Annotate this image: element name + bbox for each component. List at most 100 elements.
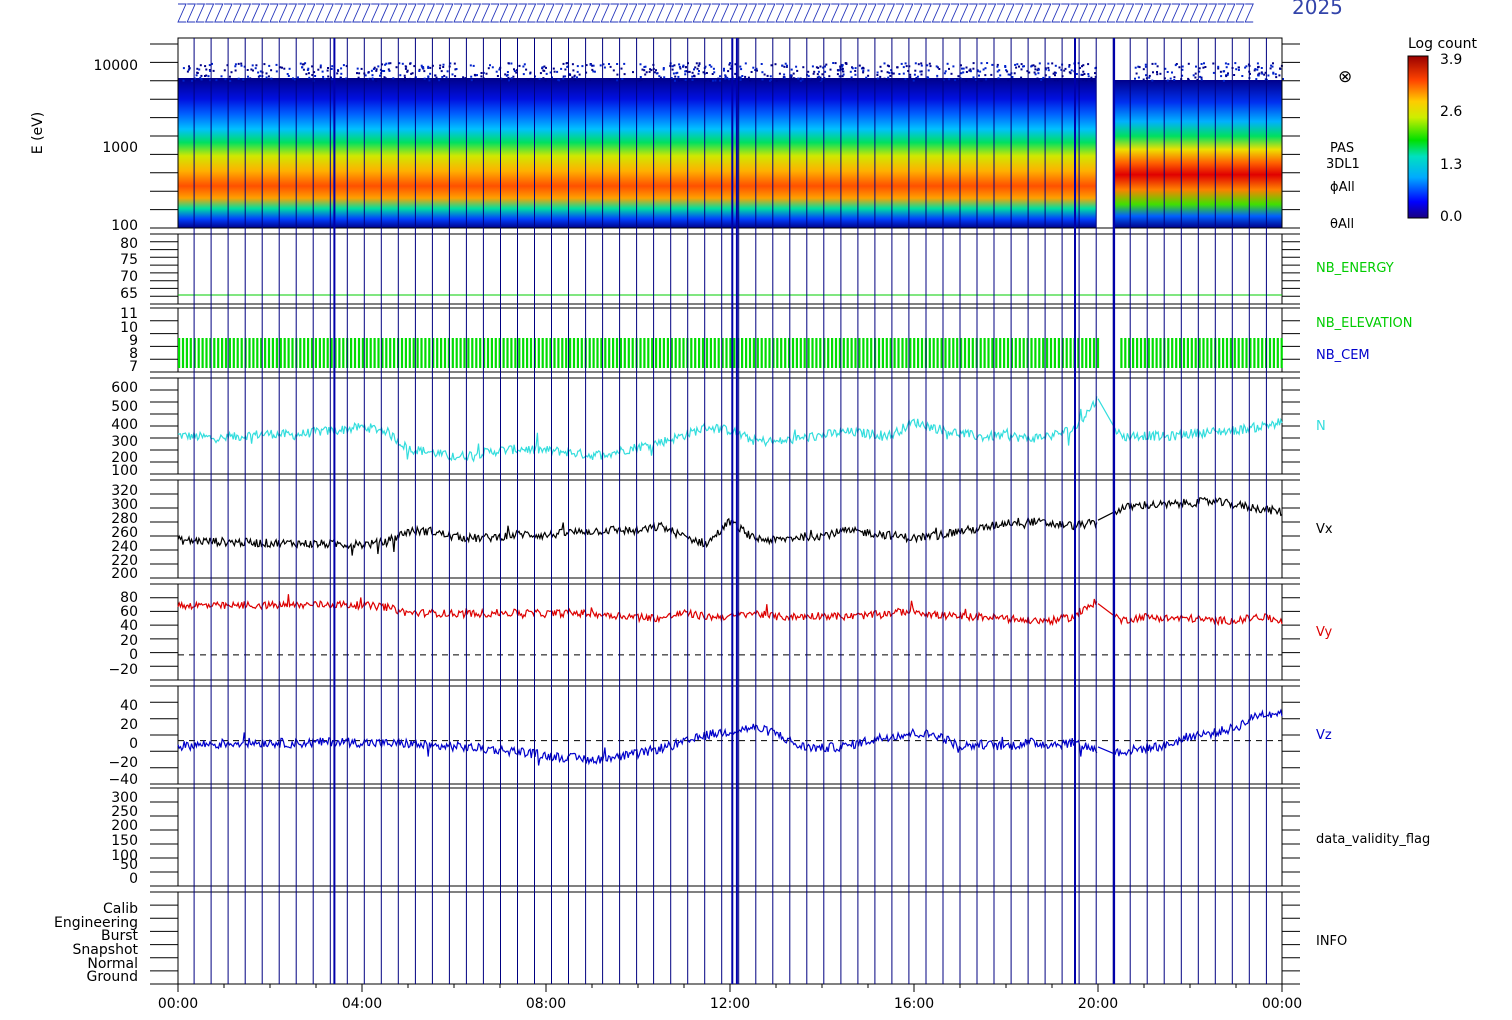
spectrogram-speck [957, 75, 960, 78]
spectrogram-speck [422, 66, 425, 69]
spectrogram-speck [909, 73, 912, 76]
nb-elevation-bar [510, 338, 513, 368]
spectrogram-speck [404, 76, 406, 79]
spectrogram-speck [1227, 63, 1230, 66]
spectrogram-speck [896, 66, 899, 69]
spectrogram-speck [796, 69, 799, 72]
spectrogram-speck [234, 63, 237, 66]
spectrogram-speck [186, 70, 189, 73]
spectrogram-speck [435, 76, 438, 79]
header-diagonal-mark [1097, 3, 1107, 23]
spectrogram-speck [427, 65, 430, 68]
spectrogram-speck [1220, 75, 1223, 78]
spectrogram-speck [815, 66, 818, 69]
vx-ytick-220: 220 [111, 553, 138, 569]
nb-elevation-bar [600, 338, 603, 368]
spectrogram-speck [984, 74, 987, 77]
spectrogram-speck [888, 71, 891, 74]
spectrogram-speck [693, 68, 695, 71]
spectrogram-speck [1187, 78, 1190, 81]
spectrogram-speck [740, 68, 743, 71]
spectrogram-speck [965, 79, 968, 82]
spectrogram-panel: E (eV) 10000 1000 100 ⊗ PAS 3DL1 ϕAll θA… [30, 37, 1360, 234]
spectrogram-speck [1237, 66, 1240, 69]
nb-elevation-bar [971, 338, 974, 368]
nb-elevation-bar [991, 338, 994, 368]
spectrogram-speck [1075, 73, 1078, 75]
nb-elevation-bar [823, 338, 826, 368]
spectrogram-speck [799, 79, 802, 82]
spectrogram-speck [1047, 69, 1050, 72]
spectrogram-speck [240, 62, 243, 65]
header-diagonal-mark [545, 3, 555, 23]
spectrogram-speck [888, 65, 890, 68]
spectrogram-speck [1241, 75, 1244, 77]
vx-ytick-240: 240 [111, 539, 138, 555]
header-diagonal-mark [554, 3, 564, 23]
spectrogram-speck [639, 78, 642, 81]
spectrogram-speck [313, 71, 316, 74]
spectrogram-speck [854, 73, 857, 76]
nb-elevation-bar [1014, 338, 1017, 368]
spectrogram-speck [1036, 77, 1039, 80]
spectrogram-speck [1253, 69, 1256, 72]
nb-elevation-bar [893, 338, 896, 368]
spectrogram-speck [585, 64, 588, 67]
nb-elevation-bar [326, 338, 329, 368]
spectrogram-speck [399, 74, 402, 77]
spectrogram-speck [724, 77, 727, 80]
nb-elevation-bar [428, 338, 431, 368]
header-diagonal-mark [738, 3, 748, 23]
spectrogram-speck [224, 78, 227, 81]
spectrogram-speck [1200, 78, 1203, 81]
spectrogram-speck [952, 65, 955, 68]
spectrogram-speck [687, 78, 690, 80]
spectrogram-speck [650, 69, 653, 72]
spectrogram-speck [337, 78, 340, 81]
spectrogram-speck [480, 75, 483, 78]
spectrogram-speck [1058, 66, 1061, 69]
spectrogram-speck [1145, 74, 1147, 77]
spectrogram-speck [960, 64, 962, 67]
spectrogram-speck [856, 78, 859, 81]
spectrogram-speck [572, 69, 575, 72]
header-diagonal-mark [379, 3, 390, 23]
nb-elevation-bar [987, 338, 990, 368]
spectrogram-speck [242, 79, 245, 82]
spectrogram-speck [867, 74, 870, 77]
nb-elevation-bar [377, 338, 380, 368]
nb-elevation-bar [479, 338, 482, 368]
spectrogram-speck [726, 76, 729, 79]
spectrogram-speck [1249, 72, 1251, 75]
vx-frame [177, 479, 1283, 579]
spectrogram-speck [1026, 70, 1029, 73]
spectrogram-speck [915, 77, 918, 80]
nb-elevation-bar [181, 338, 185, 368]
spectrogram-speck [1272, 62, 1274, 65]
header-diagonal-mark [701, 3, 712, 23]
header-diagonal-mark [646, 3, 656, 23]
nb-elevation-bar [741, 338, 744, 368]
info-category-engineering: Engineering [54, 915, 138, 931]
nb-elevation-bar [733, 338, 736, 368]
spectrogram-speck [529, 77, 532, 80]
spectrogram-speck [1011, 76, 1014, 78]
header-diagonal-mark [1078, 3, 1089, 23]
spectrogram-speck [544, 79, 547, 82]
spectrogram-speck [1171, 71, 1173, 74]
validity-ytick-150: 150 [111, 833, 138, 849]
spectrogram-speck [834, 62, 837, 65]
nb-elevation-bar [369, 338, 372, 368]
spectrogram-speck [655, 69, 657, 72]
nb-elevation-bar [909, 338, 912, 368]
nb-elevation-bar [1171, 338, 1174, 368]
density-ytick-300: 300 [111, 434, 138, 450]
spectrogram-speck [663, 76, 666, 79]
spectrogram-speck [854, 67, 857, 70]
header-diagonal-mark [600, 3, 610, 23]
spectrogram-speck [685, 70, 688, 73]
nb-elevation-bar [307, 338, 310, 368]
nb-elevation-bar [275, 338, 278, 368]
spectrogram-speck [883, 77, 886, 80]
spectrogram-speck [247, 75, 249, 78]
